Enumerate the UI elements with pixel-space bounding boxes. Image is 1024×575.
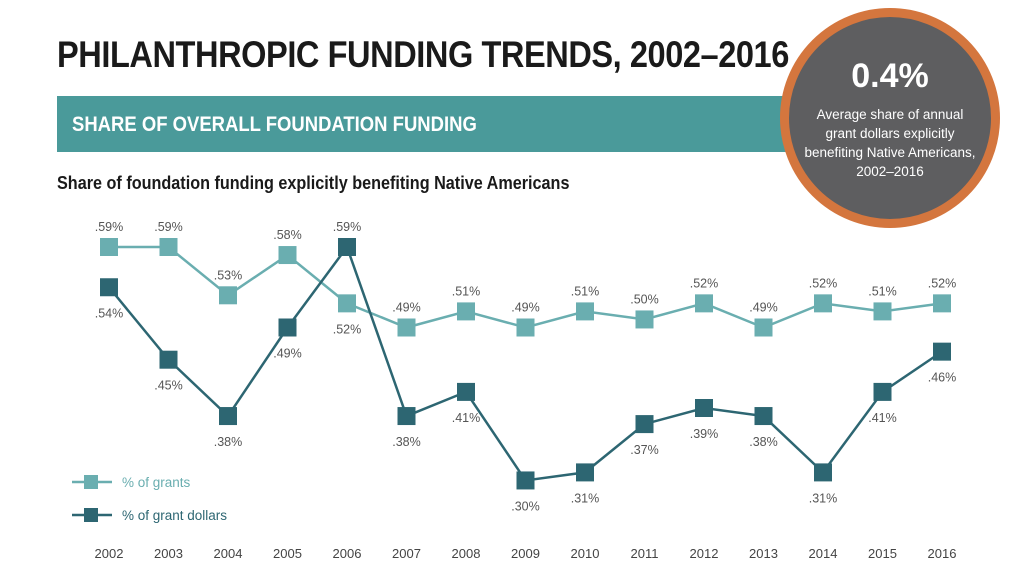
- average-callout: 0.4% Average share of annual grant dolla…: [780, 8, 1000, 228]
- data-label: .51%: [452, 284, 481, 298]
- x-tick-label: 2006: [333, 546, 362, 561]
- data-point: [457, 302, 475, 321]
- data-point: [576, 302, 594, 321]
- data-point: [516, 318, 535, 337]
- x-tick-label: 2002: [95, 546, 124, 561]
- callout-text: Average share of annual grant dollars ex…: [804, 107, 976, 179]
- data-point: [695, 294, 713, 313]
- data-label: .39%: [690, 427, 719, 441]
- section-band: [57, 96, 817, 152]
- x-tick-label: 2015: [868, 546, 897, 561]
- x-tick-label: 2003: [154, 546, 183, 561]
- data-point: [457, 382, 475, 401]
- data-label: .37%: [630, 443, 659, 457]
- data-point: [635, 415, 654, 434]
- data-label: .45%: [154, 379, 183, 393]
- data-label: .49%: [511, 301, 540, 315]
- x-tick-label: 2014: [809, 546, 838, 561]
- data-label: .31%: [809, 491, 838, 505]
- data-label: .30%: [511, 499, 540, 513]
- data-point: [397, 407, 416, 426]
- data-point: [219, 286, 237, 305]
- data-label: .41%: [868, 411, 897, 425]
- data-point: [695, 399, 713, 417]
- data-point: [338, 294, 356, 313]
- data-point: [873, 302, 892, 321]
- legend-label: % of grant dollars: [122, 508, 227, 523]
- x-tick-label: 2010: [571, 546, 600, 561]
- data-point: [278, 318, 297, 337]
- data-point: [278, 246, 297, 265]
- section-band-label: SHARE OF OVERALL FOUNDATION FUNDING: [72, 113, 477, 136]
- data-point: [754, 318, 773, 337]
- data-point: [159, 350, 178, 369]
- data-point: [100, 238, 118, 256]
- callout-value: 0.4%: [851, 57, 929, 95]
- data-label: .49%: [273, 347, 302, 361]
- data-point: [814, 463, 832, 482]
- data-point: [100, 278, 118, 297]
- data-point: [873, 382, 892, 401]
- data-label: .54%: [95, 306, 124, 320]
- data-label: .59%: [95, 220, 124, 234]
- data-point: [635, 310, 654, 329]
- data-point: [814, 294, 832, 313]
- x-tick-label: 2016: [928, 546, 957, 561]
- x-tick-label: 2013: [749, 546, 778, 561]
- data-label: .50%: [630, 292, 659, 306]
- data-label: .53%: [214, 268, 243, 282]
- data-label: .52%: [809, 276, 838, 290]
- data-point: [397, 318, 416, 337]
- data-label: .46%: [928, 371, 957, 385]
- data-label: .59%: [333, 220, 362, 234]
- x-tick-label: 2007: [392, 546, 421, 561]
- data-label: .52%: [333, 322, 362, 336]
- x-tick-label: 2008: [452, 546, 481, 561]
- legend-marker: [84, 508, 98, 522]
- data-label: .52%: [928, 276, 957, 290]
- data-label: .52%: [690, 276, 719, 290]
- legend-label: % of grants: [122, 475, 191, 490]
- data-point: [933, 342, 951, 361]
- x-tick-label: 2009: [511, 546, 540, 561]
- data-point: [754, 407, 773, 426]
- legend-marker: [84, 475, 98, 489]
- data-label: .38%: [392, 435, 421, 449]
- data-point: [516, 471, 535, 490]
- x-tick-label: 2004: [214, 546, 243, 561]
- data-point: [159, 238, 178, 256]
- chart-subtitle: Share of foundation funding explicitly b…: [57, 173, 570, 193]
- data-point: [219, 407, 237, 426]
- data-label: .31%: [571, 491, 600, 505]
- data-label: .49%: [749, 301, 778, 315]
- page-title: PHILANTHROPIC FUNDING TRENDS, 2002–2016: [57, 34, 789, 75]
- data-label: .58%: [273, 228, 302, 242]
- data-point: [338, 238, 356, 256]
- data-label: .49%: [392, 301, 421, 315]
- x-tick-label: 2011: [631, 546, 659, 561]
- data-point: [576, 463, 594, 482]
- data-label: .51%: [868, 284, 897, 298]
- x-tick-label: 2005: [273, 546, 302, 561]
- data-point: [933, 294, 951, 313]
- data-label: .41%: [452, 411, 481, 425]
- data-label: .38%: [214, 435, 243, 449]
- data-label: .59%: [154, 220, 183, 234]
- x-tick-label: 2012: [690, 546, 719, 561]
- data-label: .51%: [571, 284, 600, 298]
- data-label: .38%: [749, 435, 778, 449]
